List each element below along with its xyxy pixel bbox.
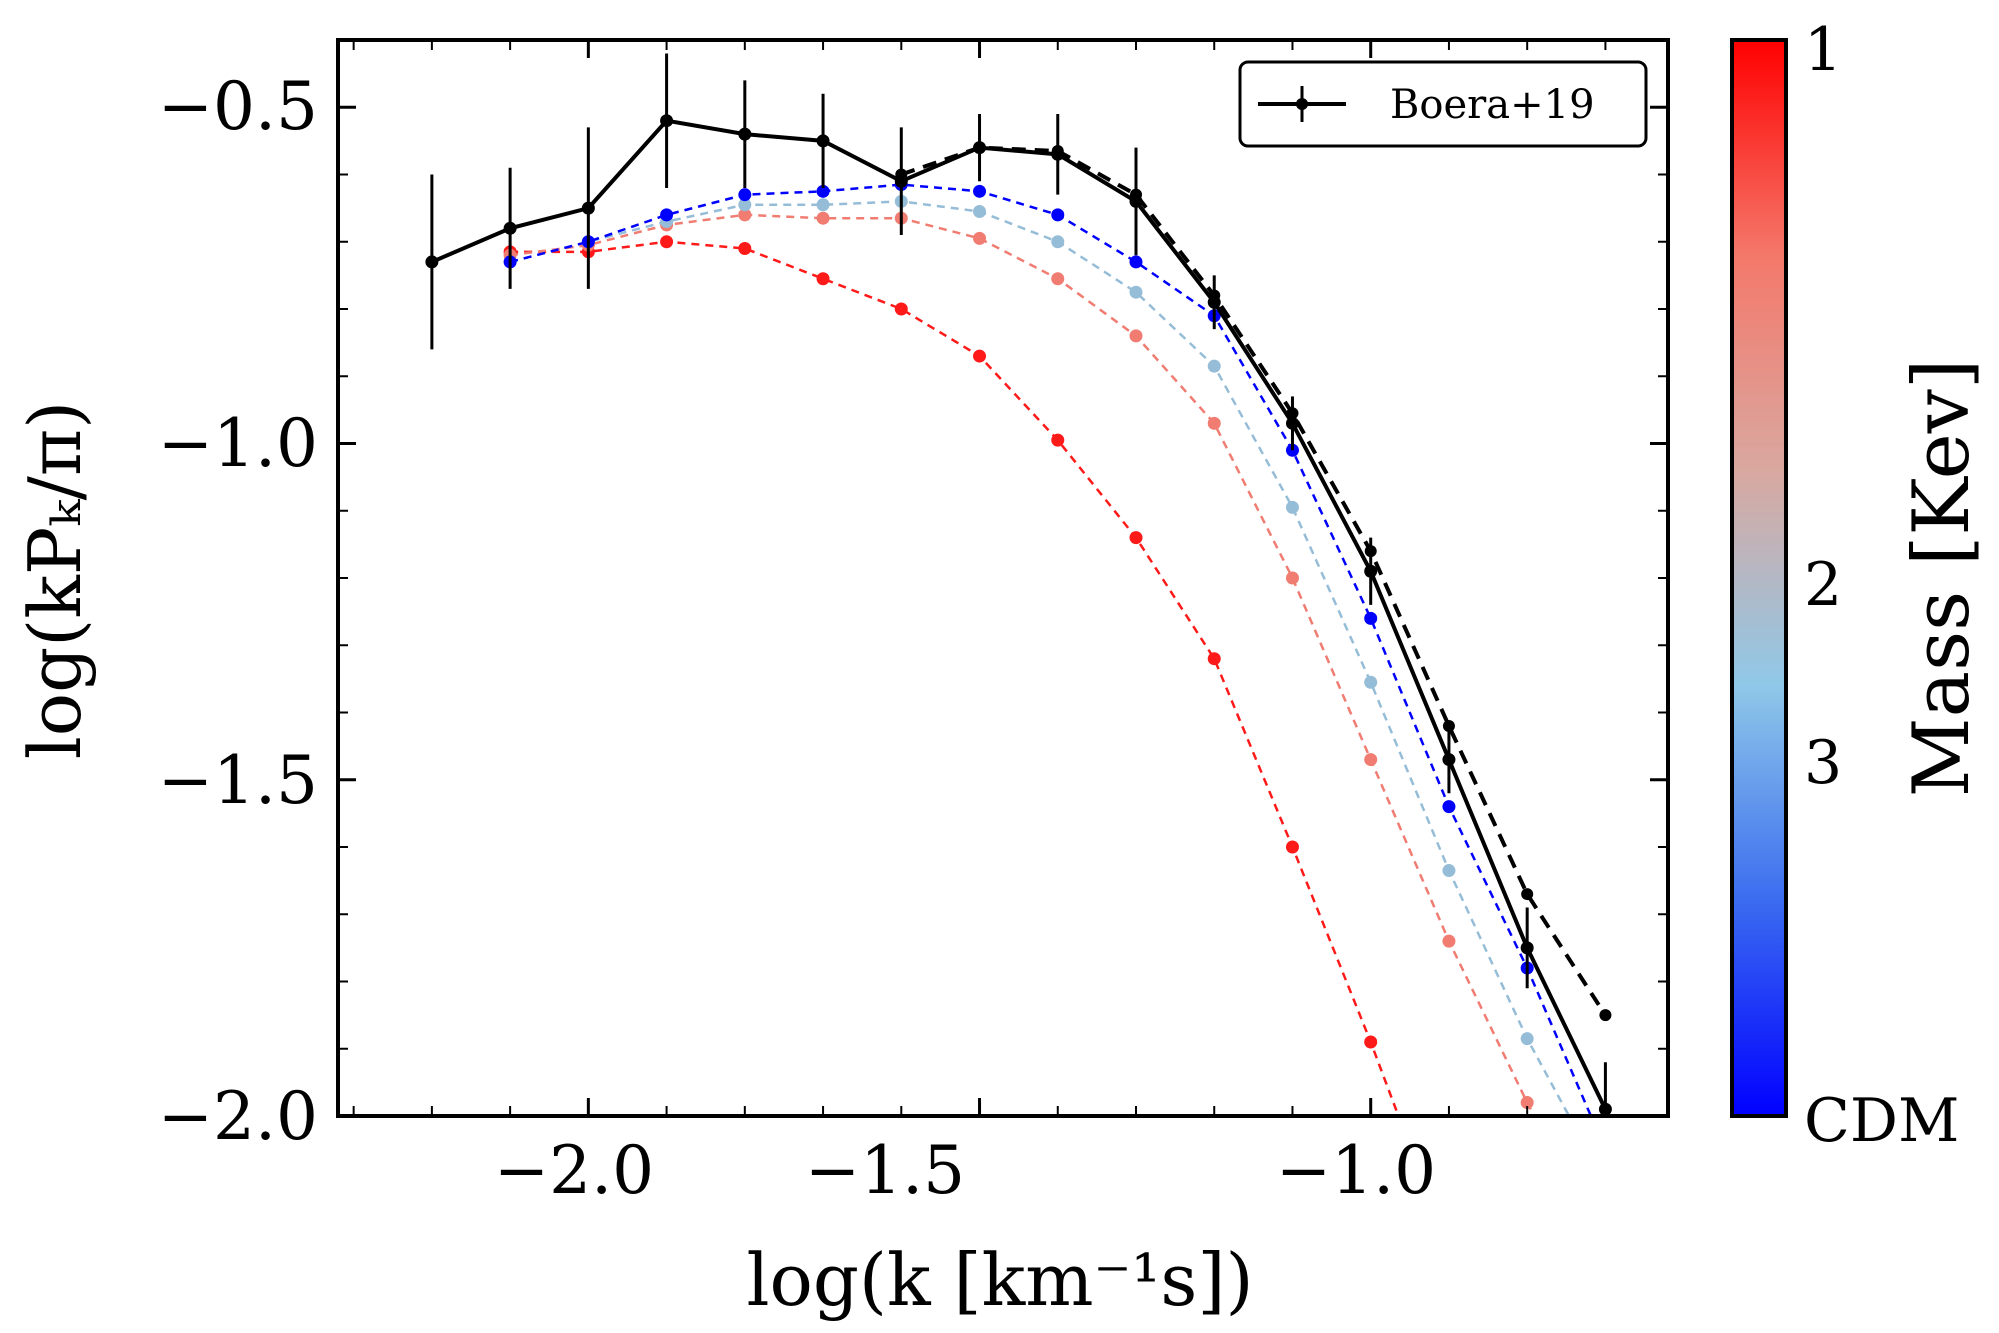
model-series-point <box>1599 1143 1612 1156</box>
model-series-point <box>1442 934 1456 948</box>
model-series-point <box>1051 235 1065 249</box>
model-series-point <box>973 231 987 245</box>
model-series-point <box>1599 1177 1612 1190</box>
observed-point <box>1442 753 1456 767</box>
model-series-point <box>660 208 674 222</box>
observed-point <box>503 221 517 235</box>
model-series-point <box>1129 255 1143 269</box>
model-series-point <box>973 184 987 198</box>
model-series-point <box>1442 864 1456 878</box>
axis-ticks <box>338 40 1668 1118</box>
colorbar-tick-label: CDM <box>1804 1086 1959 1156</box>
colorbar-bar <box>1730 38 1788 1118</box>
plot-frame <box>336 38 1670 1118</box>
x-tick-label: −2.0 <box>494 1132 654 1209</box>
model-series-point <box>1599 1009 1612 1022</box>
colorbar-title: Mass [Kev] <box>1897 359 1987 797</box>
model-series-point <box>738 188 752 202</box>
model-series-point <box>1051 272 1065 286</box>
y-tick-label: −1.5 <box>158 742 318 819</box>
colorbar-tick-label: 1 <box>1804 15 1842 85</box>
observed-point <box>738 127 752 141</box>
observed-point <box>816 134 830 148</box>
model-series-point <box>816 272 830 286</box>
model-series-point <box>1442 800 1456 814</box>
model-series-point <box>1285 500 1299 514</box>
model-series-point <box>1129 531 1143 545</box>
observed-series-line <box>431 118 1608 1111</box>
legend: Boera+19 <box>1238 60 1648 148</box>
legend-label: Boera+19 <box>1390 82 1595 128</box>
model-series-point <box>1285 571 1299 585</box>
model-series-line <box>509 213 1536 1116</box>
model-series-point <box>738 208 752 222</box>
observed-point <box>973 141 987 155</box>
y-tick-label: −1.0 <box>158 405 318 482</box>
model-series-point <box>660 235 674 249</box>
model-series-point <box>816 198 830 212</box>
model-series-point <box>1521 888 1534 901</box>
y-tick-label: −0.5 <box>158 68 318 145</box>
model-series-point <box>1207 652 1221 666</box>
observed-point <box>1364 564 1378 578</box>
colorbar-tick-label: 2 <box>1804 550 1842 620</box>
observed-point <box>581 201 595 215</box>
legend-marker <box>1296 98 1308 110</box>
series-layer <box>425 53 1612 1257</box>
model-series-point <box>1051 433 1065 447</box>
model-series-point <box>973 349 987 363</box>
model-series-point <box>1129 329 1143 343</box>
model-series-point <box>1599 1244 1612 1257</box>
model-series-point <box>1442 1244 1455 1257</box>
x-tick-label: −1.0 <box>1276 1132 1436 1209</box>
model-series-point <box>816 184 830 198</box>
model-series-point <box>1129 285 1143 299</box>
observed-point <box>1520 941 1534 955</box>
colorbar: 1 2 3 CDM Mass [Kev] <box>1730 15 1987 1156</box>
model-series-point <box>1051 208 1065 222</box>
x-axis-title: log(k [km⁻¹s]) <box>746 1238 1253 1322</box>
model-series-point <box>1285 840 1299 854</box>
x-tick-label: −1.5 <box>805 1132 965 1209</box>
model-series-point <box>1364 1035 1378 1049</box>
model-series-point <box>894 302 908 316</box>
model-series-point <box>1520 1032 1534 1046</box>
observed-point <box>894 174 908 188</box>
model-series-point <box>1207 416 1221 430</box>
observed-point <box>1285 416 1299 430</box>
observed-point <box>1051 147 1065 161</box>
legend-box <box>1238 60 1648 148</box>
model-series-point <box>973 204 987 218</box>
model-series-point <box>1520 1096 1534 1110</box>
model-series-point <box>816 211 830 225</box>
observed-point <box>1129 194 1143 208</box>
observed-point <box>1207 295 1221 309</box>
model-series-point <box>1207 359 1221 373</box>
colorbar-tick-label: 3 <box>1804 728 1842 798</box>
model-series-point <box>738 198 752 212</box>
observed-point <box>425 255 439 269</box>
model-series-point <box>738 241 752 255</box>
model-series-point <box>1364 675 1378 689</box>
model-series-line <box>509 183 1593 1116</box>
y-tick-label: −2.0 <box>158 1078 318 1155</box>
model-series-line <box>509 200 1571 1116</box>
y-axis-title: log(kPₖ/π) <box>13 401 97 760</box>
observed-point <box>660 114 674 128</box>
model-series-point <box>1364 753 1378 767</box>
model-series-point <box>1364 611 1378 625</box>
